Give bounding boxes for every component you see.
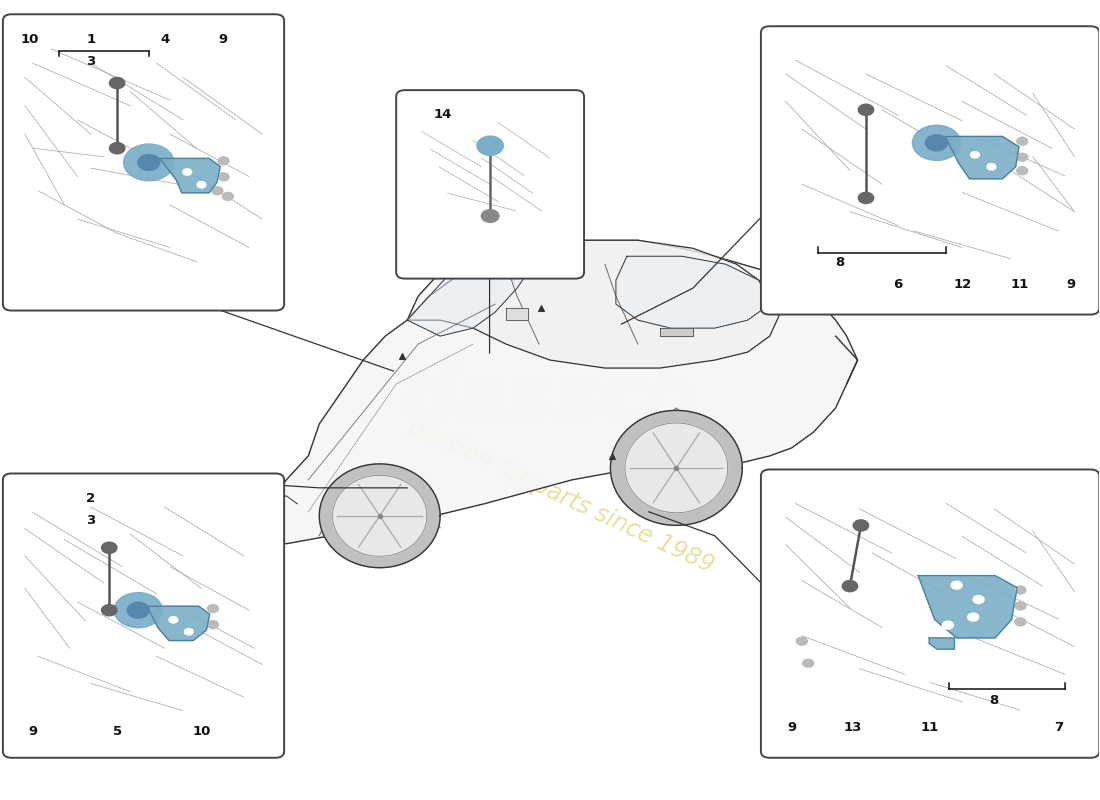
Polygon shape: [407, 240, 781, 368]
Circle shape: [943, 621, 954, 629]
Circle shape: [987, 164, 996, 170]
Text: 9: 9: [788, 722, 796, 734]
FancyBboxPatch shape: [761, 470, 1099, 758]
Circle shape: [123, 144, 174, 181]
Circle shape: [482, 210, 499, 222]
Polygon shape: [945, 137, 1019, 178]
Text: dassco: dassco: [403, 363, 697, 437]
Circle shape: [1016, 138, 1027, 146]
Polygon shape: [610, 410, 742, 526]
Circle shape: [1016, 154, 1027, 162]
Text: 5: 5: [112, 725, 122, 738]
Polygon shape: [160, 158, 220, 193]
Polygon shape: [319, 464, 440, 568]
Text: 11: 11: [921, 722, 939, 734]
Text: 12: 12: [953, 278, 971, 291]
Polygon shape: [660, 328, 693, 336]
Circle shape: [183, 169, 191, 175]
Text: 11: 11: [1011, 278, 1030, 291]
Text: 9: 9: [218, 33, 228, 46]
Polygon shape: [407, 256, 539, 336]
Circle shape: [208, 621, 219, 629]
Polygon shape: [918, 576, 1018, 638]
Polygon shape: [147, 606, 210, 641]
Polygon shape: [332, 475, 427, 556]
Text: 10: 10: [192, 725, 211, 738]
Circle shape: [968, 613, 979, 621]
Circle shape: [1016, 167, 1027, 174]
Circle shape: [477, 136, 504, 155]
Circle shape: [101, 605, 117, 616]
Circle shape: [974, 595, 984, 603]
Polygon shape: [506, 308, 528, 320]
Circle shape: [803, 659, 814, 667]
FancyBboxPatch shape: [3, 14, 284, 310]
Polygon shape: [616, 256, 770, 328]
Circle shape: [110, 142, 124, 154]
Circle shape: [138, 154, 160, 170]
Circle shape: [1015, 602, 1026, 610]
Text: 6: 6: [893, 278, 903, 291]
Circle shape: [925, 135, 947, 151]
Text: 10: 10: [21, 33, 40, 46]
Text: 9: 9: [1067, 278, 1076, 291]
Text: 4: 4: [160, 33, 169, 46]
Circle shape: [843, 581, 858, 592]
Circle shape: [222, 193, 233, 201]
Circle shape: [208, 605, 219, 613]
Text: 3: 3: [86, 55, 96, 68]
Text: 8: 8: [990, 694, 999, 707]
Polygon shape: [253, 240, 858, 544]
Text: 9: 9: [29, 725, 37, 738]
Circle shape: [212, 186, 223, 194]
Circle shape: [952, 582, 962, 589]
Polygon shape: [930, 638, 955, 649]
Circle shape: [101, 542, 117, 554]
FancyBboxPatch shape: [396, 90, 584, 278]
Circle shape: [114, 593, 163, 628]
Text: 14: 14: [433, 107, 452, 121]
Circle shape: [197, 182, 206, 188]
Text: 3: 3: [86, 514, 96, 527]
Circle shape: [110, 78, 124, 89]
Text: 2: 2: [86, 492, 96, 506]
Circle shape: [169, 617, 178, 623]
Circle shape: [970, 152, 979, 158]
Circle shape: [1015, 586, 1026, 594]
Circle shape: [185, 629, 194, 635]
Circle shape: [128, 602, 150, 618]
Polygon shape: [625, 423, 728, 513]
Circle shape: [912, 126, 960, 161]
Circle shape: [218, 173, 229, 181]
FancyBboxPatch shape: [761, 26, 1099, 314]
Circle shape: [854, 520, 869, 531]
Circle shape: [858, 104, 873, 115]
Circle shape: [796, 637, 807, 645]
Circle shape: [218, 157, 229, 165]
Text: 8: 8: [836, 256, 845, 269]
Text: 1: 1: [86, 33, 96, 46]
Circle shape: [1015, 618, 1026, 626]
Circle shape: [858, 192, 873, 203]
FancyBboxPatch shape: [3, 474, 284, 758]
Text: 13: 13: [844, 722, 862, 734]
Text: 7: 7: [1054, 722, 1063, 734]
Text: passion for parts since 1989: passion for parts since 1989: [404, 414, 718, 578]
